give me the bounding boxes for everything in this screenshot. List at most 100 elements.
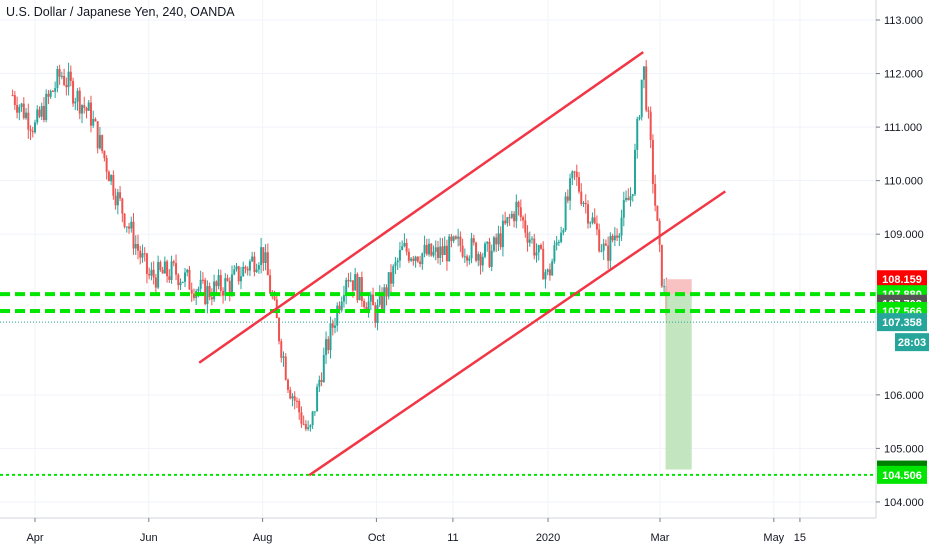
candle-body: [222, 290, 225, 296]
candle-body: [363, 300, 366, 308]
overlays: [0, 51, 876, 477]
candle-body: [613, 235, 616, 241]
candle-body: [248, 261, 251, 271]
candle-body: [213, 281, 216, 300]
y-tick-label: 110.000: [884, 176, 923, 188]
y-tick-label: 111.000: [884, 122, 922, 134]
price-axis[interactable]: 113.000 112.000 111.000 110.000 109.000 106.0…: [876, 15, 924, 509]
candle-body: [385, 287, 388, 297]
x-tick-label: Mar: [651, 532, 670, 544]
candle-body: [302, 423, 305, 425]
x-tick-label: Apr: [26, 532, 43, 544]
candle-body: [367, 301, 370, 311]
candle-body: [569, 178, 572, 201]
candle-body: [54, 88, 57, 92]
candle-body: [105, 158, 108, 172]
candle-body: [546, 269, 549, 273]
candle-body: [85, 107, 88, 111]
candle-body: [280, 341, 283, 358]
candle-body: [347, 279, 350, 282]
candle-body: [407, 251, 410, 261]
candle-body: [291, 396, 294, 399]
candle-body: [656, 205, 659, 221]
candle-body: [264, 252, 267, 264]
y-tick-label: 104.000: [884, 497, 924, 509]
price-label-text: 28:03: [898, 337, 926, 349]
price-label-badge: [895, 333, 929, 352]
candle-body: [647, 110, 650, 112]
candle-body: [358, 277, 361, 301]
candle-body: [76, 90, 79, 102]
candle-body: [425, 244, 428, 255]
candle-body: [616, 235, 619, 238]
candle-body: [27, 112, 30, 130]
candle-body: [472, 238, 475, 243]
candle-body: [208, 286, 211, 298]
candle-body: [428, 243, 431, 255]
candle-body: [134, 243, 137, 249]
candle-body: [354, 274, 357, 291]
candle-body: [504, 220, 507, 224]
candle-body: [318, 379, 321, 387]
candle-body: [78, 90, 81, 114]
price-label-text: 108.159: [882, 274, 922, 286]
candle-body: [94, 118, 97, 122]
candle-body: [121, 198, 124, 214]
candle-body: [284, 356, 287, 380]
candle-body: [515, 201, 518, 222]
x-tick-label: 11: [447, 532, 458, 544]
candle-body: [548, 269, 551, 276]
candle-body: [166, 261, 169, 277]
candle-body: [228, 280, 231, 293]
candle-body: [401, 246, 404, 250]
candle-body: [642, 66, 645, 80]
candle-body: [436, 247, 439, 258]
candle-body: [497, 233, 500, 245]
candle-body: [479, 254, 482, 266]
candle-body: [123, 213, 126, 227]
candle-body: [235, 266, 238, 270]
candle-body: [22, 103, 25, 119]
candle-body: [244, 266, 247, 269]
candle-body: [486, 241, 489, 244]
candle-body: [660, 244, 663, 287]
candle-body: [18, 106, 21, 113]
candle-body: [313, 411, 316, 413]
candle-body: [618, 235, 621, 238]
candle-body: [253, 256, 256, 272]
candle-body: [634, 149, 636, 195]
candle-body: [542, 248, 545, 280]
channel-upper-trendline[interactable]: [198, 51, 644, 364]
candle-body: [466, 256, 469, 261]
candle-body: [392, 266, 395, 284]
candle-body: [101, 135, 104, 151]
candle-body: [405, 242, 408, 252]
candle-body: [116, 192, 119, 206]
candle-body: [490, 250, 493, 267]
channel-lower-trendline[interactable]: [308, 190, 727, 477]
candle-body: [607, 245, 610, 261]
grid: [0, 0, 876, 518]
candle-body: [36, 109, 39, 123]
candle-body: [51, 90, 54, 92]
candle-body: [501, 220, 504, 248]
candle-body: [499, 233, 502, 248]
time-axis[interactable]: Apr Jun Aug Oct 11 2020 Mar May 15: [26, 518, 806, 544]
candle-body: [374, 305, 377, 323]
candle-body: [206, 286, 209, 305]
candle-body: [45, 93, 48, 120]
candle-body: [72, 80, 75, 104]
candle-body: [179, 282, 182, 286]
candle-body: [204, 279, 207, 305]
price-labels: 108.159107.880107.702107.566107.35828:03…: [877, 270, 929, 484]
candle-body: [255, 269, 258, 272]
y-tick-label: 105.000: [884, 443, 924, 455]
candle-body: [49, 90, 52, 97]
candle-body: [452, 236, 455, 241]
candle-body: [336, 305, 339, 326]
candle-body: [443, 245, 446, 256]
candle-body: [177, 274, 180, 286]
candle-body: [89, 102, 92, 126]
y-tick-label: 113.000: [884, 15, 923, 27]
